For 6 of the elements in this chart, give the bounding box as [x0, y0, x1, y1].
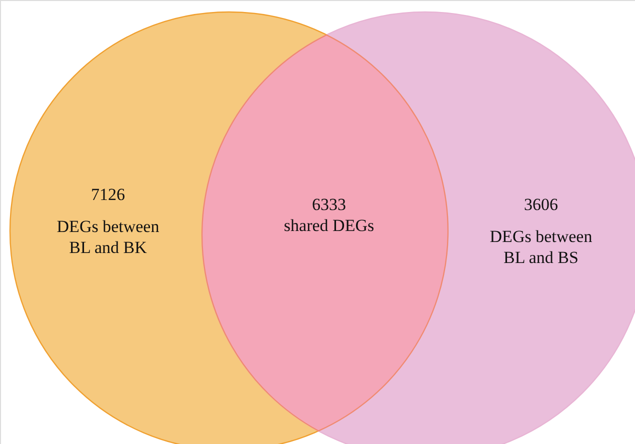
data-label: 3606 — [524, 195, 558, 214]
category-label: DEGs between BL and BS — [490, 227, 593, 267]
data-label: 6333 — [312, 195, 346, 214]
category-label: DEGs between BL and BK — [56, 217, 160, 257]
data-label: 7126 — [91, 185, 125, 204]
category-label: shared DEGs — [284, 216, 374, 235]
